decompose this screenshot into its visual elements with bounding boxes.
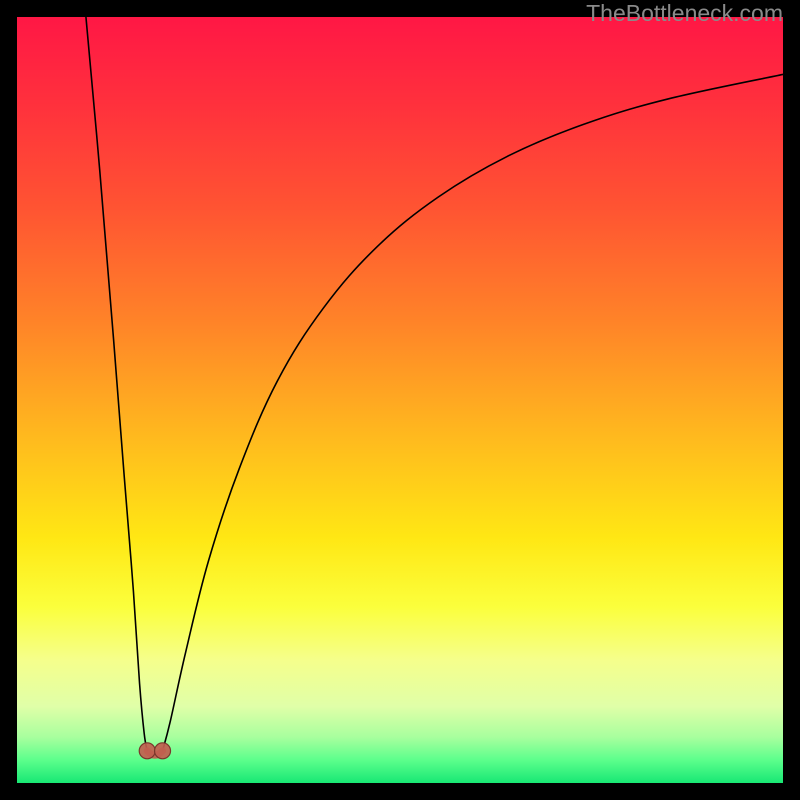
gradient-background	[17, 17, 783, 783]
min-marker-dot-1	[155, 743, 171, 759]
plot-svg	[17, 17, 783, 783]
watermark-text: TheBottleneck.com	[586, 0, 783, 27]
chart-stage: TheBottleneck.com	[0, 0, 800, 800]
min-marker-dot-0	[139, 743, 155, 759]
plot-area	[17, 17, 783, 783]
